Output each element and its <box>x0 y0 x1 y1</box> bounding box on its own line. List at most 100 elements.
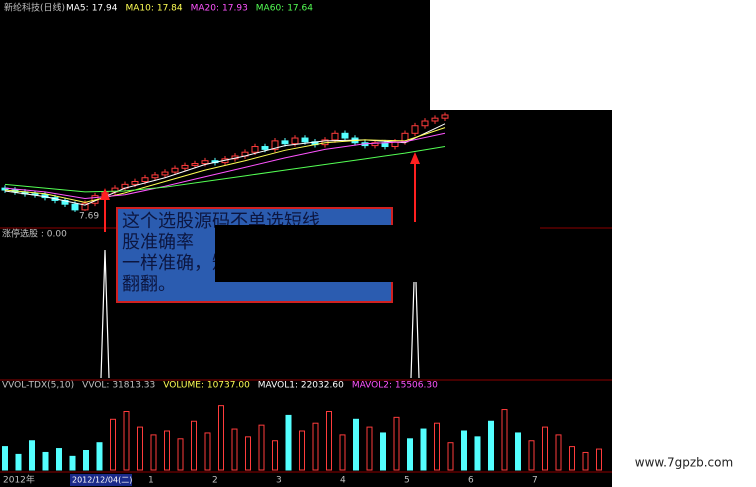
volume-bar <box>110 418 116 471</box>
volume-bar <box>353 418 359 471</box>
volume-bar <box>407 438 413 471</box>
candle-body <box>431 117 439 122</box>
arrow-head <box>100 188 110 200</box>
volume-bar <box>42 451 49 471</box>
watermark-box <box>612 440 756 487</box>
low-label: 7.69 <box>79 211 99 221</box>
candle-body <box>191 163 199 166</box>
candle-body <box>291 137 299 145</box>
volume-bar <box>420 428 427 471</box>
cursor-box <box>70 474 132 486</box>
chart-title: 新纶科技(日线) <box>4 2 65 14</box>
ma-line <box>4 146 446 193</box>
candle-body <box>131 181 139 185</box>
x-month: 4 <box>340 476 346 486</box>
arrow-head <box>410 152 420 164</box>
volume-bar <box>447 442 454 471</box>
candle-body <box>271 140 279 150</box>
legend-value: 17.64 <box>287 4 313 14</box>
volume-bar <box>123 411 130 471</box>
volume-bar <box>461 430 467 471</box>
volume-bar <box>312 422 319 471</box>
volume-bar <box>177 438 184 471</box>
volume-bar <box>569 446 575 471</box>
volume-bar <box>488 420 494 471</box>
candle-body <box>251 146 259 153</box>
candle-body <box>151 174 159 179</box>
candle-body <box>331 132 339 141</box>
blank-area <box>430 0 612 110</box>
candle-body <box>71 203 79 211</box>
volume-bar <box>69 455 76 471</box>
candle-body <box>141 177 149 183</box>
volume-bar <box>474 436 481 471</box>
volume-bar <box>339 434 346 471</box>
candle-body <box>301 137 309 143</box>
volume-bar <box>501 409 508 471</box>
volume-bar <box>258 424 265 471</box>
redaction <box>215 225 540 282</box>
indicator-title: 涨停选股 : 0.00 <box>2 228 67 240</box>
legend-value: 17.84 <box>157 4 183 14</box>
volume-bar <box>96 442 103 471</box>
x-month: 2 <box>212 476 218 486</box>
volume-bar <box>272 440 278 471</box>
volume-bar <box>380 432 386 471</box>
volume-bar <box>56 448 62 471</box>
volume-bar <box>528 440 535 471</box>
volume-bar <box>204 432 211 471</box>
candle-body <box>441 114 449 119</box>
x-month: 6 <box>468 476 474 486</box>
candle-body <box>411 125 419 134</box>
volume-bar <box>542 426 548 471</box>
volume-title: MAVOL2: 15506.30 <box>352 381 438 391</box>
x-cursor: 2012/12/04(二) <box>72 476 132 485</box>
volume-bar <box>29 440 35 471</box>
volume-bar <box>218 405 224 471</box>
volume-bar <box>137 426 143 471</box>
volume-bar <box>596 448 602 471</box>
volume-bar <box>164 430 170 471</box>
x-month: 7 <box>532 476 538 486</box>
volume-bar <box>15 453 22 471</box>
watermark: www.7gpzb.com <box>635 456 733 470</box>
volume-title: MAVOL1: 22032.60 <box>258 381 344 391</box>
volume-bar <box>83 450 89 471</box>
volume-bar <box>299 430 305 471</box>
note-line: 股准确率 <box>122 232 194 253</box>
legend-value: 17.94 <box>92 4 118 14</box>
candle-body <box>181 164 189 169</box>
volume-bar <box>285 414 292 471</box>
candle-body <box>161 171 169 176</box>
ma-line <box>4 132 446 200</box>
legend-name: MA10: <box>125 4 153 14</box>
volume-bar <box>434 422 440 471</box>
candle-body <box>341 132 349 139</box>
volume-bar <box>231 428 238 471</box>
x-month: 3 <box>276 476 282 486</box>
candle-body <box>201 160 209 165</box>
x-month: 1 <box>148 476 154 486</box>
volume-bar <box>326 411 332 471</box>
signal-spike <box>100 249 110 379</box>
volume-bar <box>393 416 400 471</box>
x-month: 5 <box>404 476 410 486</box>
volume-bar <box>245 436 251 471</box>
volume-bar <box>2 446 8 471</box>
volume-title: VVOL: 31813.33 <box>82 381 155 391</box>
volume-bar <box>191 420 197 471</box>
volume-bar <box>150 434 157 471</box>
legend-value: 17.93 <box>222 4 248 14</box>
volume-bar <box>366 426 373 471</box>
candle-body <box>421 120 429 127</box>
ma-line <box>4 127 446 203</box>
volume-bar <box>582 451 589 471</box>
note-line: 翻翻。 <box>122 274 176 295</box>
candle-body <box>261 146 269 150</box>
x-year: 2012年 <box>3 474 35 486</box>
volume-title: VVOL-TDX(5,10) <box>2 381 74 391</box>
candle-body <box>171 167 179 173</box>
candle-body <box>281 140 289 145</box>
